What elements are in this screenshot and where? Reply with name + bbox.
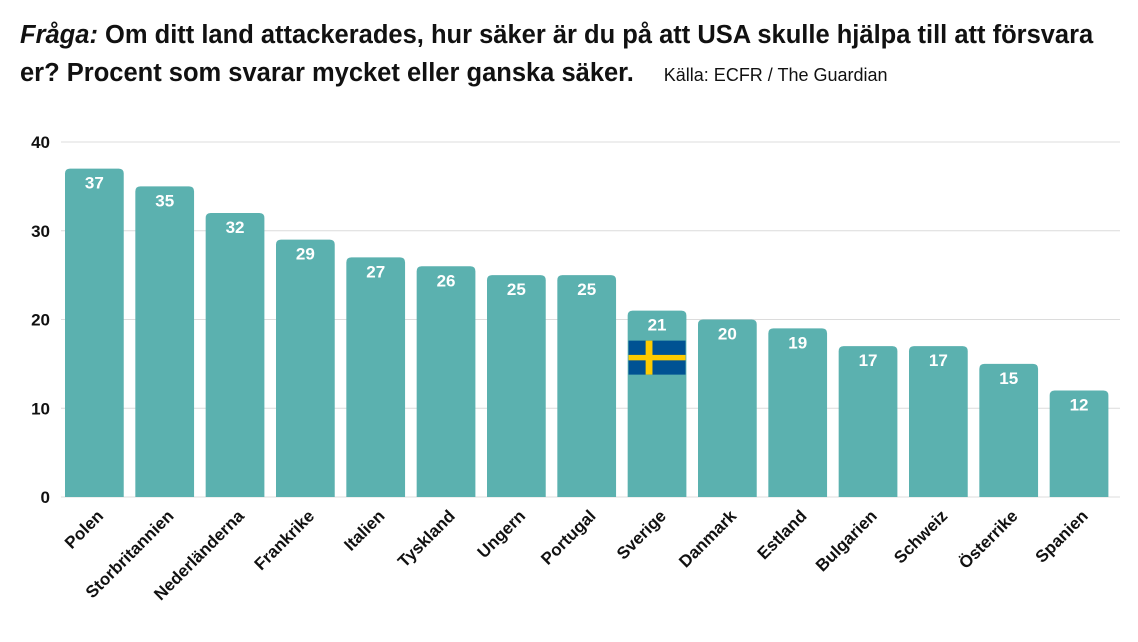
bar-bulgarien bbox=[838, 346, 898, 497]
bar-estland bbox=[768, 328, 828, 497]
value-label: 37 bbox=[85, 174, 104, 193]
bar-storbritannien bbox=[135, 186, 195, 497]
x-tick-label: Frankrike bbox=[251, 506, 319, 574]
bar-polen bbox=[65, 168, 124, 497]
x-tick-label: Ungern bbox=[474, 506, 530, 562]
y-tick-label: 30 bbox=[31, 222, 50, 241]
y-tick-label: 20 bbox=[31, 311, 50, 330]
x-tick-label: Polen bbox=[61, 506, 107, 552]
question-text: Om ditt land attackerades, hur säker är … bbox=[20, 21, 1094, 87]
x-tick-label: Italien bbox=[340, 506, 388, 554]
bar-schweiz bbox=[909, 346, 968, 497]
question-label: Fråga: bbox=[20, 21, 98, 49]
bar-ungern bbox=[487, 275, 546, 497]
x-tick-label: Österrike bbox=[955, 506, 1021, 572]
bar-sverige bbox=[627, 310, 687, 497]
bar-nederländerna bbox=[205, 213, 265, 497]
chart-title: Fråga: Om ditt land attackerades, hur sä… bbox=[20, 16, 1120, 94]
y-tick-label: 0 bbox=[41, 488, 50, 507]
value-label: 32 bbox=[226, 218, 245, 237]
value-label: 25 bbox=[577, 280, 596, 299]
bar-spanien bbox=[1049, 390, 1109, 497]
value-label: 19 bbox=[788, 333, 807, 352]
bar-tyskland bbox=[416, 266, 476, 497]
bar-portugal bbox=[557, 275, 617, 497]
bars bbox=[65, 168, 1109, 497]
value-label: 20 bbox=[718, 325, 737, 344]
y-tick-label: 10 bbox=[31, 399, 50, 418]
value-label: 25 bbox=[507, 280, 526, 299]
value-label: 17 bbox=[859, 351, 878, 370]
bar-frankrike bbox=[276, 239, 335, 497]
flag-cross-horizontal bbox=[628, 354, 686, 361]
x-tick-label: Bulgarien bbox=[812, 506, 881, 575]
value-label: 15 bbox=[999, 369, 1018, 388]
value-label: 21 bbox=[648, 316, 667, 335]
x-tick-label: Portugal bbox=[537, 506, 599, 568]
swedish-flag-icon bbox=[628, 340, 686, 375]
value-labels: 37 35 32 29 27 26 25 25 21 20 19 17 17 15 12 bbox=[85, 174, 1089, 415]
bar-österrike bbox=[979, 363, 1039, 497]
x-tick-label: Estland bbox=[754, 506, 811, 563]
bar-italien bbox=[346, 257, 406, 497]
value-label: 12 bbox=[1070, 396, 1089, 415]
x-tick-label: Tyskland bbox=[394, 506, 459, 571]
value-label: 29 bbox=[296, 245, 315, 264]
y-tick-label: 40 bbox=[31, 133, 50, 152]
y-axis: 0 10 20 30 40 bbox=[31, 133, 50, 507]
value-label: 26 bbox=[437, 271, 456, 290]
x-tick-label: Sverige bbox=[613, 506, 670, 563]
value-label: 27 bbox=[366, 262, 385, 281]
x-tick-label: Schweiz bbox=[890, 506, 951, 567]
bar-danmark bbox=[698, 319, 757, 497]
value-label: 35 bbox=[155, 191, 174, 210]
source-label: Källa: ECFR / The Guardian bbox=[663, 65, 888, 85]
value-label: 17 bbox=[929, 351, 948, 370]
x-tick-label: Spanien bbox=[1032, 506, 1092, 566]
x-tick-label: Danmark bbox=[675, 506, 740, 571]
